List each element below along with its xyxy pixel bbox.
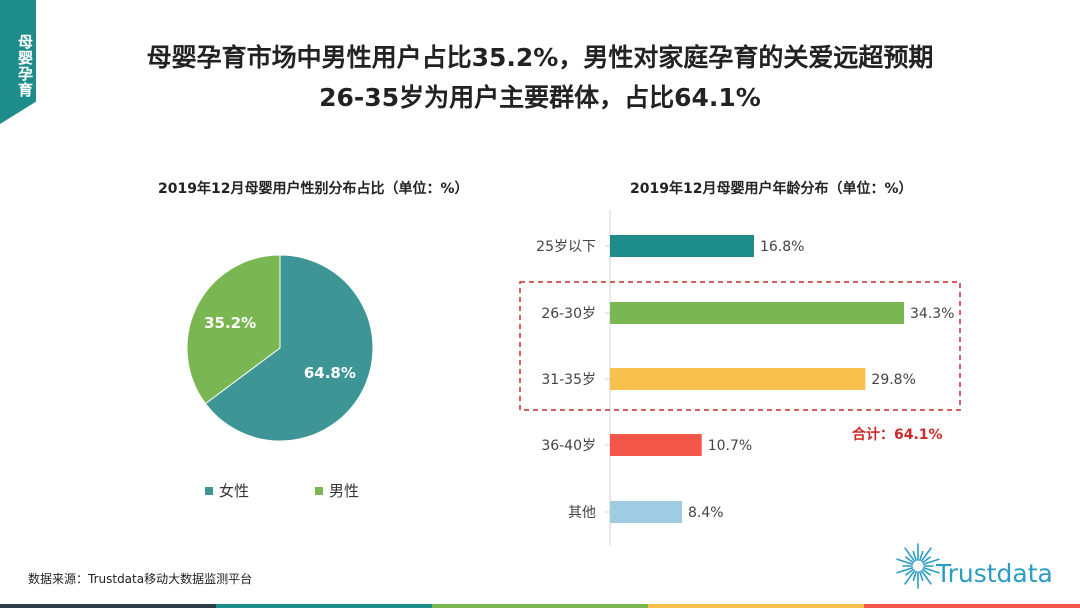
page-title-line2: 26-35岁为用户主要群体，占比64.1% [319,83,761,112]
legend-item-male: 男性 [315,480,359,501]
logo-ray [922,556,931,564]
pie-legend: 女性 男性 [205,480,359,501]
bar-category-label: 26-30岁 [541,306,596,322]
legend-swatch-male [315,486,324,495]
section-tab: 母婴孕育 [0,0,36,124]
strip-segment [864,604,1080,608]
strip-segment [0,604,216,608]
legend-item-female: 女性 [205,480,249,501]
logo-ray [912,550,917,562]
logo-ray [905,568,914,576]
bar-3 [610,434,702,456]
bar-category-label: 其他 [568,505,596,521]
bar-value-label: 29.8% [871,372,915,388]
logo-ray [922,568,931,576]
highlight-box [519,281,961,411]
logo-ray [904,570,916,585]
bottom-color-strip [0,604,1080,608]
data-source: 数据来源：Trustdata移动大数据监测平台 [28,572,253,586]
logo-ray [905,556,914,564]
logo-ray [912,570,917,582]
logo-text: Trustdata [935,559,1053,588]
bar-value-label: 8.4% [688,505,724,521]
trustdata-logo: Trustdata [896,543,1053,589]
logo-ray [904,547,916,562]
bar-chart-title: 2019年12月母婴用户年龄分布（单位：%） [630,181,913,197]
bar-4 [610,501,682,523]
bar-value-label: 34.3% [910,306,954,322]
pie-label-female: 64.8% [304,364,356,382]
pie-slice-male [186,254,281,405]
page-title-line1: 母婴孕育市场中男性用户占比35.2%，男性对家庭孕育的关爱远超预期 [146,43,934,72]
pie-chart: 64.8% 35.2% [186,254,374,442]
pie-slice-female [204,254,374,442]
bar-2 [610,368,866,390]
total-annotation: 合计：64.1% [852,426,943,443]
bar-value-label: 10.7% [708,438,752,454]
bar-chart: 25岁以下 16.8% 26-30岁 34.3% 31-35岁 29.8% 36-40岁 10… [519,210,961,546]
bar-category-label: 31-35岁 [541,372,596,388]
pie-label-male: 35.2% [204,314,256,332]
bar-0 [610,235,754,257]
logo-ray [896,567,914,574]
logo-ray [919,550,924,562]
logo-ray [896,558,914,565]
logo-ray [922,567,940,574]
bar-category-label: 25岁以下 [536,239,596,255]
bar-1 [610,302,904,324]
legend-label-female: 女性 [219,482,250,500]
bar-category-label: 36-40岁 [541,438,596,454]
pie-chart-title: 2019年12月母婴用户性别分布占比（单位：%） [158,181,469,197]
logo-ray [922,558,940,565]
strip-segment [648,604,864,608]
logo-ray [919,570,924,582]
strip-segment [216,604,432,608]
logo-ray [920,570,932,585]
strip-segment [432,604,648,608]
bar-value-label: 16.8% [760,239,804,255]
legend-label-male: 男性 [329,482,360,500]
legend-swatch-female [205,486,213,495]
logo-ray [920,547,932,562]
